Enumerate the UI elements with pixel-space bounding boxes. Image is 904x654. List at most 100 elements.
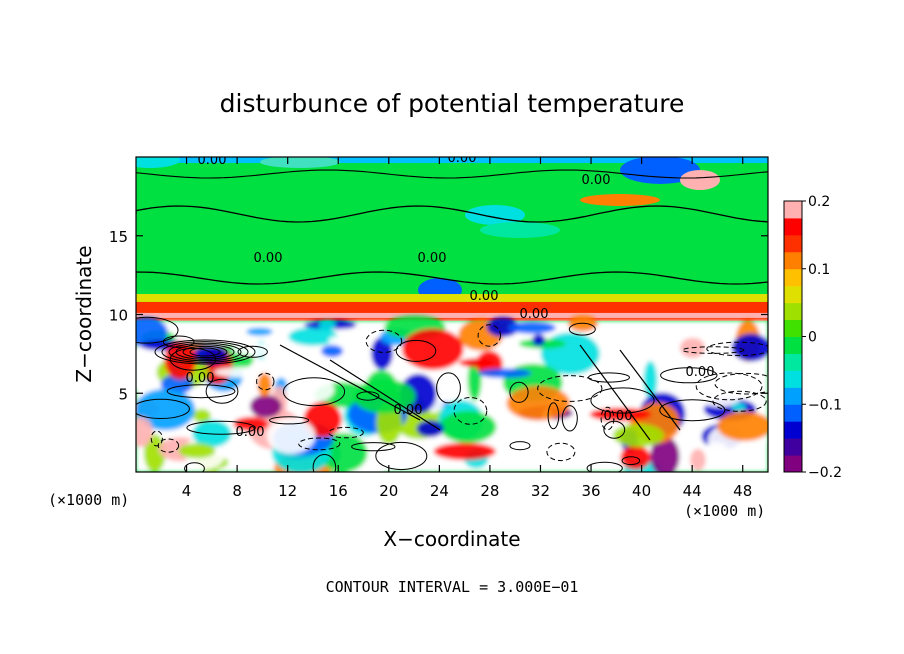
colorbar-swatch <box>784 234 802 253</box>
contour-line <box>546 442 576 462</box>
contour-line <box>136 398 190 419</box>
contour-line <box>682 346 745 354</box>
x-axis: 4 8 12 16 20 24 28 32 36 40 44 48 <box>182 157 752 500</box>
x-tick-label: 40 <box>632 482 651 500</box>
contour-line <box>561 405 578 432</box>
contour-label: 0.00 <box>582 173 611 188</box>
x-tick-label: 36 <box>581 482 600 500</box>
field-blob <box>321 345 344 358</box>
colorbar-tick-label: 0.2 <box>808 194 830 210</box>
contour-line <box>256 372 275 391</box>
contour-line <box>395 339 437 362</box>
contour-line <box>189 347 221 357</box>
contour-line <box>351 442 396 452</box>
contour-line <box>603 420 626 439</box>
contour-line <box>161 341 249 363</box>
field-blob <box>136 157 180 168</box>
field-blob <box>136 317 168 347</box>
contour-label: 0.00 <box>520 307 549 322</box>
x-tick-label: 44 <box>683 482 702 500</box>
contour-label: 0.00 <box>448 151 477 166</box>
contour-line <box>184 462 205 472</box>
field-blob <box>354 320 375 332</box>
field-blob <box>318 319 336 332</box>
contour-label: 0.00 <box>236 425 265 440</box>
field-blob <box>731 333 768 362</box>
contour-line <box>659 399 726 422</box>
contour-label: 0.00 <box>198 153 227 168</box>
contour-line <box>590 387 655 414</box>
contour-line <box>279 344 421 421</box>
colorbar-swatch <box>784 251 802 270</box>
field-blob <box>731 402 746 412</box>
field-blob <box>250 394 282 418</box>
field-blob <box>233 416 269 432</box>
contour-label: 0.00 <box>254 251 283 266</box>
y-axis-label: Z−coordinate <box>72 245 96 382</box>
field-blob <box>416 420 445 438</box>
top-band <box>136 157 768 163</box>
y-tick-label: 5 <box>118 385 128 403</box>
contour-line <box>168 342 242 362</box>
field-blob <box>643 360 658 400</box>
contour-line <box>205 378 239 404</box>
contour-line <box>568 322 596 336</box>
colorbar-swatch <box>784 421 802 439</box>
field-blob <box>650 436 680 472</box>
contour-line <box>660 367 718 384</box>
colorbar-swatch <box>784 319 802 337</box>
contour-line <box>509 381 529 403</box>
contour-labels: 0.00 0.00 0.00 0.00 0.00 0.00 0.00 0.00 0.00 0.00… <box>186 151 715 440</box>
contour-line <box>186 420 256 435</box>
contour-lines <box>136 169 768 472</box>
field-blob <box>298 357 320 378</box>
contour-label: 0.00 <box>604 409 633 424</box>
field-blob <box>136 348 154 390</box>
contour-line <box>619 349 681 431</box>
contour-line <box>712 390 767 412</box>
contour-interval-note: CONTOUR INTERVAL = 3.000E−01 <box>326 578 579 596</box>
field-blob <box>620 157 700 184</box>
x-tick-label: 12 <box>278 482 297 500</box>
colorbar-swatch <box>784 353 802 371</box>
field-blob <box>705 442 727 455</box>
field-blob <box>266 417 316 454</box>
contour-line <box>166 384 236 399</box>
plot-area: 0.00 0.00 0.00 0.00 0.00 0.00 0.00 0.00 0.00 0.00… <box>136 151 768 472</box>
y-axis: 5 10 15 <box>109 228 768 403</box>
colorbar-swatch <box>784 336 802 354</box>
contour-line <box>157 438 180 453</box>
field-blob <box>288 327 339 346</box>
field-blob <box>580 194 660 206</box>
colorbar-swatch <box>784 201 802 219</box>
colorbar-swatch <box>784 387 802 405</box>
colorbar-swatch <box>784 268 802 287</box>
field-blob <box>612 423 665 447</box>
x-tick-label: 28 <box>480 482 499 500</box>
contour-line <box>436 372 461 404</box>
y-tick-label: 15 <box>109 228 128 246</box>
colorbar-tick-label: −0.2 <box>808 465 842 481</box>
contour-line <box>365 329 403 353</box>
field-blob <box>486 317 520 337</box>
field-blob <box>459 358 495 368</box>
contour-line <box>154 339 256 365</box>
x-axis-label: X−coordinate <box>383 527 520 551</box>
inversion-layer <box>136 301 768 321</box>
colorbar-swatch <box>784 455 802 473</box>
contour-line <box>298 437 341 451</box>
field-blob <box>506 385 571 421</box>
field-blob <box>478 368 532 379</box>
contour-line <box>706 341 768 357</box>
colorbar-tick-label: −0.1 <box>808 397 842 413</box>
field-blob <box>136 388 196 431</box>
field-blob <box>136 417 153 448</box>
field-blob <box>178 443 216 459</box>
field-blob <box>246 327 273 336</box>
field-blob <box>525 434 557 455</box>
contour-line <box>175 344 235 360</box>
contour-line <box>136 271 768 285</box>
contour-line <box>579 344 651 441</box>
contour-label: 0.00 <box>470 289 499 304</box>
x-tick-label: 8 <box>232 482 242 500</box>
